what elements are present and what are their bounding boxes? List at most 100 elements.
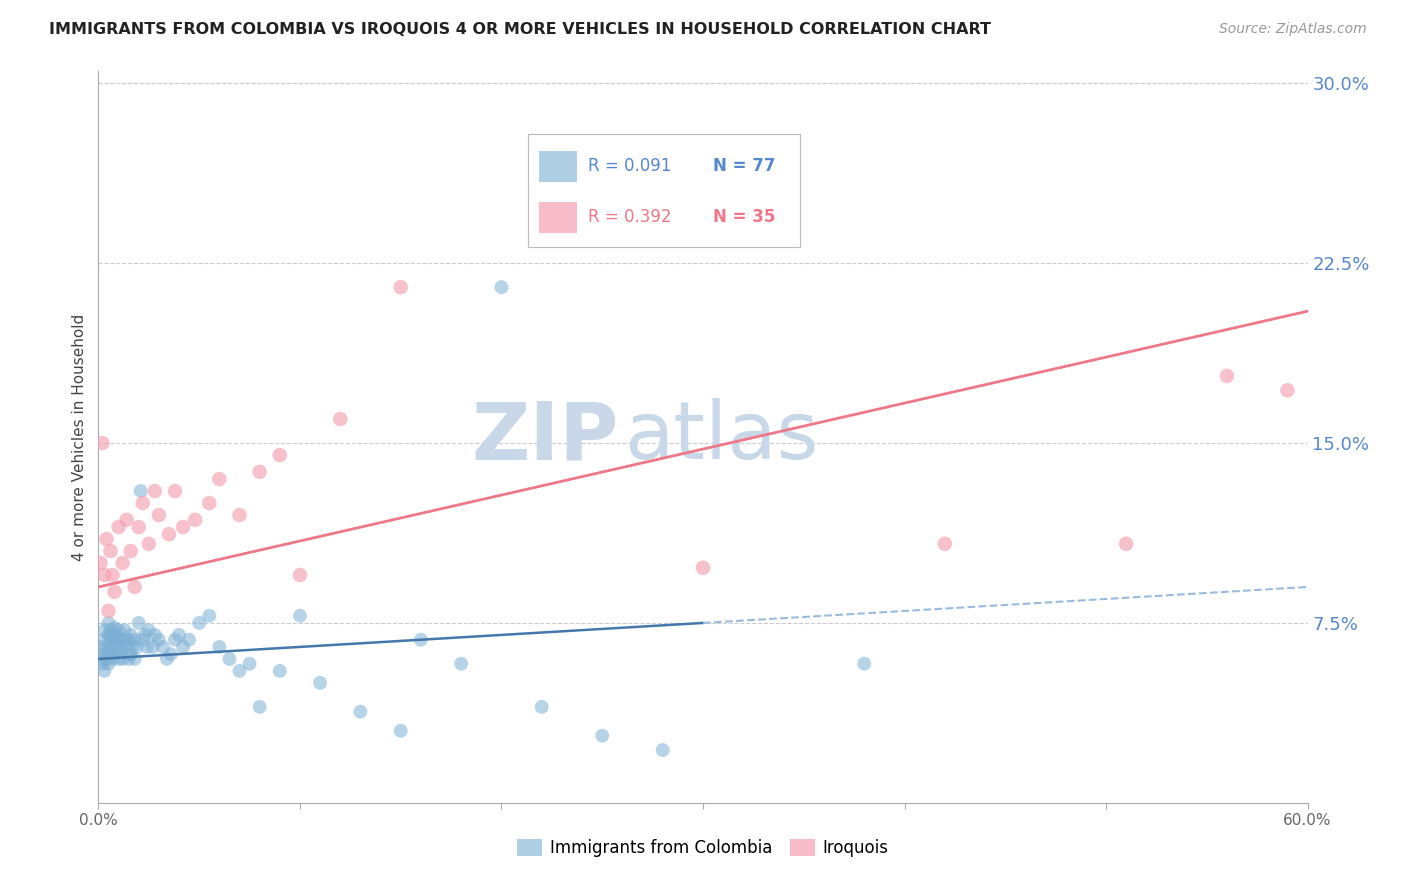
Point: [96, 640, 118, 654]
Point: [93, 568, 115, 582]
Point: [118, 632, 141, 647]
Point: [309, 676, 332, 690]
Point: [103, 621, 125, 635]
Point: [101, 628, 124, 642]
Point: [188, 615, 211, 630]
Point: [97, 657, 120, 671]
Point: [450, 657, 472, 671]
Point: [124, 580, 146, 594]
Point: [143, 483, 166, 498]
Point: [111, 640, 134, 654]
Point: [651, 743, 673, 757]
Point: [97, 628, 120, 642]
Point: [228, 664, 250, 678]
Point: [143, 628, 166, 642]
Point: [100, 623, 122, 637]
Point: [101, 568, 124, 582]
Point: [89, 640, 111, 654]
Point: [89, 556, 111, 570]
Point: [288, 568, 311, 582]
Point: [107, 632, 129, 647]
Point: [135, 640, 157, 654]
Point: [93, 664, 115, 678]
Point: [409, 632, 432, 647]
Point: [208, 472, 231, 486]
Point: [249, 465, 271, 479]
Point: [120, 544, 142, 558]
Point: [218, 652, 240, 666]
Point: [853, 657, 876, 671]
Point: [138, 623, 160, 637]
Point: [239, 657, 262, 671]
Text: Source: ZipAtlas.com: Source: ZipAtlas.com: [1219, 22, 1367, 37]
Point: [288, 608, 311, 623]
Point: [148, 508, 170, 522]
Point: [692, 561, 714, 575]
Text: IMMIGRANTS FROM COLOMBIA VS IROQUOIS 4 OR MORE VEHICLES IN HOUSEHOLD CORRELATION: IMMIGRANTS FROM COLOMBIA VS IROQUOIS 4 O…: [49, 22, 991, 37]
Point: [111, 556, 134, 570]
Point: [107, 520, 129, 534]
Point: [93, 623, 115, 637]
Point: [91, 652, 114, 666]
Point: [157, 527, 180, 541]
Point: [591, 729, 613, 743]
Point: [142, 640, 165, 654]
Point: [167, 628, 190, 642]
Point: [114, 632, 136, 647]
Point: [1216, 368, 1239, 383]
Point: [389, 723, 412, 738]
Point: [349, 705, 371, 719]
Point: [160, 647, 183, 661]
Point: [111, 652, 134, 666]
Point: [138, 537, 160, 551]
Point: [152, 640, 174, 654]
Point: [530, 699, 553, 714]
Point: [172, 640, 194, 654]
Point: [128, 615, 150, 630]
Point: [125, 640, 148, 654]
Point: [269, 664, 291, 678]
Point: [172, 520, 194, 534]
Point: [329, 412, 352, 426]
Point: [124, 632, 146, 647]
Point: [103, 647, 125, 661]
Point: [91, 647, 114, 661]
Point: [107, 623, 129, 637]
Point: [105, 640, 128, 654]
Point: [97, 604, 120, 618]
Point: [121, 640, 143, 654]
Point: [156, 652, 179, 666]
Point: [249, 699, 271, 714]
Text: ZIP: ZIP: [471, 398, 619, 476]
Point: [97, 615, 120, 630]
Point: [132, 496, 155, 510]
Point: [120, 647, 142, 661]
Point: [110, 632, 132, 647]
Point: [163, 483, 186, 498]
Point: [1277, 384, 1299, 398]
Point: [1115, 537, 1137, 551]
Point: [93, 632, 115, 647]
Point: [163, 632, 186, 647]
Point: [97, 647, 120, 661]
Point: [103, 632, 125, 647]
Text: atlas: atlas: [624, 398, 818, 476]
Point: [91, 657, 114, 671]
Point: [128, 520, 150, 534]
Point: [389, 280, 412, 294]
Point: [120, 628, 142, 642]
Point: [115, 640, 138, 654]
Point: [100, 544, 122, 558]
Point: [110, 645, 132, 659]
Point: [103, 584, 125, 599]
Point: [198, 496, 221, 510]
Point: [101, 640, 124, 654]
Point: [96, 532, 118, 546]
Point: [114, 623, 136, 637]
Point: [107, 652, 129, 666]
Point: [96, 652, 118, 666]
Point: [269, 448, 291, 462]
Point: [148, 632, 170, 647]
Point: [100, 640, 122, 654]
Point: [198, 608, 221, 623]
